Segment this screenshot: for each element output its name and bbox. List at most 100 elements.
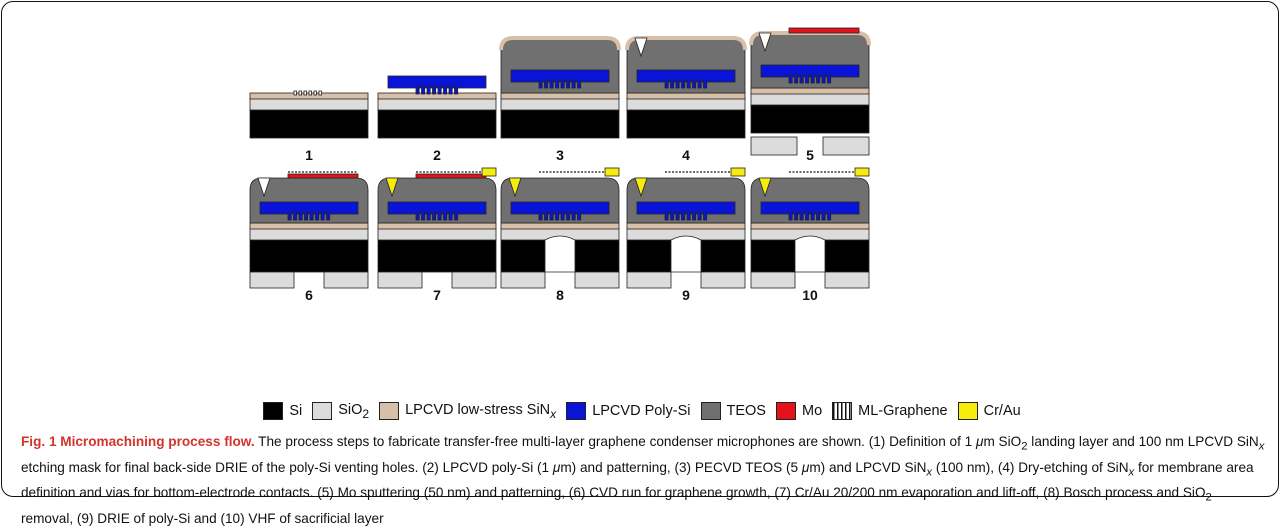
polysi-finger: [432, 211, 437, 221]
polysi-finger: [566, 79, 571, 89]
legend-label: LPCVD Poly-Si: [592, 403, 691, 419]
legend-item: SiO2: [312, 401, 370, 421]
backside-oxide: [451, 271, 497, 289]
sin-swatch: [379, 401, 400, 420]
polysi-finger: [821, 74, 826, 84]
polysi-finger: [287, 211, 292, 221]
polysi-finger: [326, 211, 331, 221]
polysi-finger: [298, 211, 303, 221]
step-3-cross-section: [499, 36, 621, 139]
contact-via: [758, 32, 772, 53]
sin-cap: [625, 36, 747, 51]
polysi-finger: [670, 79, 675, 89]
teos-layer: [750, 32, 870, 89]
sin-layer: [500, 222, 620, 230]
si-substrate: [574, 239, 620, 273]
contact-via: [508, 177, 522, 198]
legend-item: Mo: [775, 402, 822, 420]
step-5-cross-section: [749, 27, 871, 156]
polysi-finger: [703, 79, 708, 89]
sio2-layer: [377, 97, 497, 111]
legend-item: TEOS: [700, 402, 766, 420]
teos-swatch: [700, 402, 721, 420]
polysi-finger: [320, 211, 325, 221]
sin-layer: [750, 222, 870, 230]
crau-swatch: [957, 402, 978, 420]
mo-layer: [788, 27, 860, 34]
polysi-layer: [387, 75, 487, 89]
si-swatch: [263, 402, 284, 420]
sio2-layer: [626, 97, 746, 111]
polysi-finger: [421, 85, 426, 95]
polysi-finger: [555, 79, 560, 89]
caption-title: Fig. 1 Micromachining process flow.: [21, 434, 255, 449]
mo-layer: [415, 173, 487, 179]
polysi-finger: [415, 211, 420, 221]
graphene-swatch: [832, 402, 853, 420]
sin-layer: [249, 222, 369, 230]
backside-oxide: [824, 271, 870, 289]
backside-oxide: [626, 271, 672, 289]
polysi-finger: [560, 211, 565, 221]
polysi-finger: [566, 211, 571, 221]
step-number-2: 2: [433, 147, 441, 163]
polysi-finger: [426, 211, 431, 221]
legend-item: Si: [263, 402, 302, 420]
polysi-finger: [827, 211, 832, 221]
step-2-cross-section: [377, 75, 497, 139]
polysi-layer: [760, 201, 860, 215]
polysi-finger: [304, 211, 309, 221]
polysi-finger: [544, 79, 549, 89]
polysi-layer: [636, 69, 736, 83]
mask-opening: [308, 90, 312, 96]
polysi-finger: [443, 85, 448, 95]
backside-cavity: [544, 235, 576, 273]
step-number-5: 5: [806, 147, 814, 163]
legend-label: SiO2: [338, 401, 370, 421]
polysi-finger: [437, 85, 442, 95]
polysi-layer: [259, 201, 359, 215]
backside-oxide: [750, 136, 798, 156]
step-4-cross-section: [626, 167, 746, 289]
step-number-1: 1: [305, 147, 313, 163]
si-substrate: [824, 239, 870, 273]
polysi-finger: [794, 211, 799, 221]
si-substrate: [249, 109, 369, 139]
crau-pad: [604, 167, 620, 177]
polysi-finger: [571, 211, 576, 221]
backside-oxide: [750, 271, 796, 289]
polysi-finger: [799, 211, 804, 221]
contact-via: [634, 177, 648, 198]
backside-cavity: [794, 235, 826, 273]
step-5-cross-section: [750, 167, 870, 289]
polysi-finger: [664, 211, 669, 221]
polysi-finger: [697, 79, 702, 89]
polysi-finger: [555, 211, 560, 221]
sio2-layer: [249, 227, 369, 241]
polysi-finger: [810, 74, 815, 84]
step-4-cross-section: [625, 36, 747, 139]
polysi-finger: [827, 74, 832, 84]
si-substrate: [377, 109, 497, 139]
step-number-7: 7: [433, 287, 441, 303]
polysi-finger: [816, 211, 821, 221]
step-number-8: 8: [556, 287, 564, 303]
mo-swatch: [775, 402, 796, 420]
step-number-9: 9: [682, 287, 690, 303]
polysi-finger: [805, 74, 810, 84]
legend-item: ML-Graphene: [832, 402, 948, 420]
polysi-finger: [426, 85, 431, 95]
sin-cap: [499, 36, 621, 51]
mask-opening: [313, 90, 317, 96]
polysi-finger: [448, 85, 453, 95]
polysi-finger: [549, 211, 554, 221]
legend-item: LPCVD low-stress SiNx: [379, 401, 556, 420]
polysi-finger: [571, 79, 576, 89]
sio2-layer: [377, 227, 497, 241]
polysi-finger: [681, 79, 686, 89]
polysi-layer: [510, 201, 610, 215]
polysi-finger: [805, 211, 810, 221]
si-substrate: [626, 239, 672, 273]
crau-pad: [481, 167, 497, 177]
polysi-finger: [799, 74, 804, 84]
